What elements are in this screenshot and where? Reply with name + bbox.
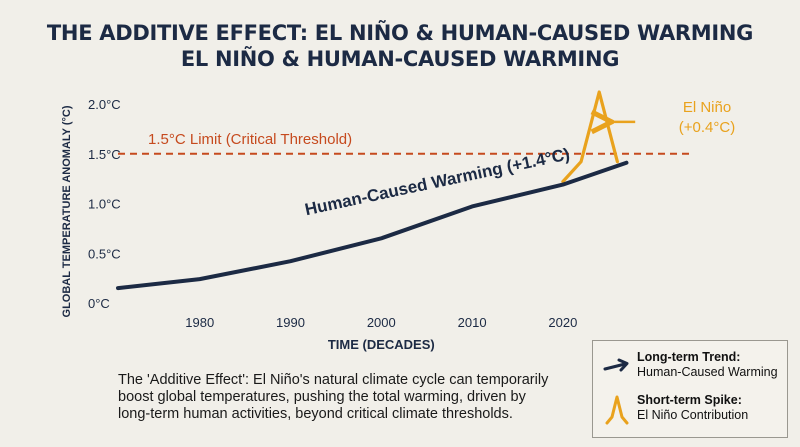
- trend-line: [116, 160, 629, 291]
- legend-trend-title: Long-term Trend:: [637, 350, 741, 364]
- legend-spike-text: El Niño Contribution: [637, 408, 749, 422]
- spike-label-line1: El Niño: [683, 99, 731, 116]
- x-tick-label: 2020: [548, 315, 577, 330]
- x-tick-label: 1980: [185, 315, 214, 330]
- legend-spike-title: Short-term Spike:: [637, 393, 742, 407]
- trend-label: Human-Caused Warming (+1.4°C): [303, 145, 571, 220]
- legend: Long-term Trend: Human-Caused Warming Sh…: [592, 340, 788, 438]
- y-tick-label: 1.5°C: [88, 147, 121, 162]
- threshold-label: 1.5°C Limit (Critical Threshold): [148, 131, 352, 148]
- x-tick-label: 1990: [276, 315, 305, 330]
- spike-icon: [605, 395, 629, 425]
- y-axis-title: GLOBAL TEMPERATURE ANOMALY (°C): [61, 105, 73, 317]
- spike-label-line2: (+0.4°C): [679, 119, 735, 136]
- y-tick-label: 0°C: [88, 296, 110, 311]
- chart-title: THE ADDITIVE EFFECT: EL NIÑO & HUMAN-CAU…: [46, 21, 754, 45]
- x-tick-label: 2000: [367, 315, 396, 330]
- x-axis-title: TIME (DECADES): [328, 337, 435, 352]
- chart-subtitle: EL NIÑO & HUMAN-CAUSED WARMING: [180, 47, 620, 71]
- legend-trend-text: Human-Caused Warming: [637, 365, 778, 379]
- caption: The 'Additive Effect': El Niño's natural…: [118, 372, 549, 422]
- arrow-right-icon: [603, 358, 629, 372]
- title-block: THE ADDITIVE EFFECT: EL NIÑO & HUMAN-CAU…: [0, 20, 800, 72]
- y-tick-label: 0.5°C: [88, 246, 121, 261]
- x-tick-label: 2010: [458, 315, 487, 330]
- y-tick-label: 2.0°C: [88, 97, 121, 112]
- y-tick-label: 1.0°C: [88, 197, 121, 212]
